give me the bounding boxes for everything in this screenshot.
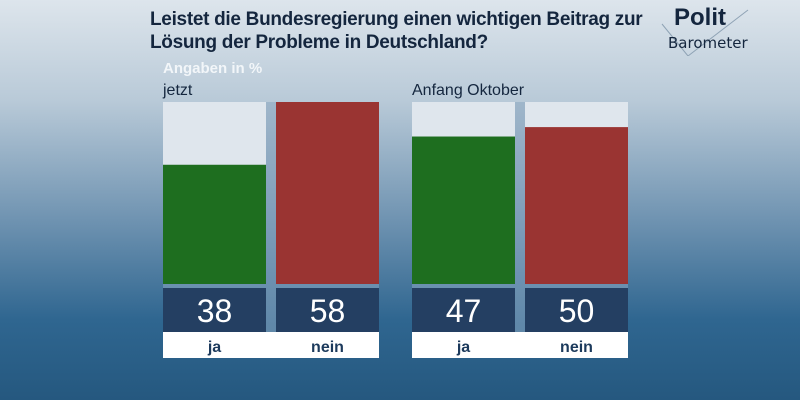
value-label-nein: 58 — [310, 293, 346, 329]
politbarometer-logo: Polit Barometer — [660, 6, 750, 56]
category-strip — [412, 332, 628, 358]
bar-ja — [412, 136, 515, 284]
chart-title: Leistet die Bundesregierung einen wichti… — [150, 9, 643, 53]
group-label-jetzt: jetzt — [163, 82, 193, 99]
category-strip — [163, 332, 379, 358]
bar-nein — [525, 127, 628, 284]
value-label-nein: 50 — [559, 293, 595, 329]
logo-line2: Barometer — [668, 34, 748, 52]
unit-label: Angaben in % — [163, 60, 263, 77]
category-label-nein: nein — [311, 339, 344, 356]
bar-nein — [276, 102, 379, 284]
bar-ja — [163, 164, 266, 284]
value-box — [276, 288, 379, 332]
check-mark-icon — [661, 9, 749, 56]
category-label-nein: nein — [560, 339, 593, 356]
value-label-ja: 38 — [197, 293, 233, 329]
value-box — [525, 288, 628, 332]
value-box — [412, 288, 515, 332]
value-box — [163, 288, 266, 332]
logo-line1: Polit — [674, 4, 726, 31]
category-label-ja: ja — [207, 339, 221, 356]
value-label-ja: 47 — [446, 293, 482, 329]
group-label-oktober: Anfang Oktober — [412, 82, 525, 99]
category-label-ja: ja — [456, 339, 470, 356]
